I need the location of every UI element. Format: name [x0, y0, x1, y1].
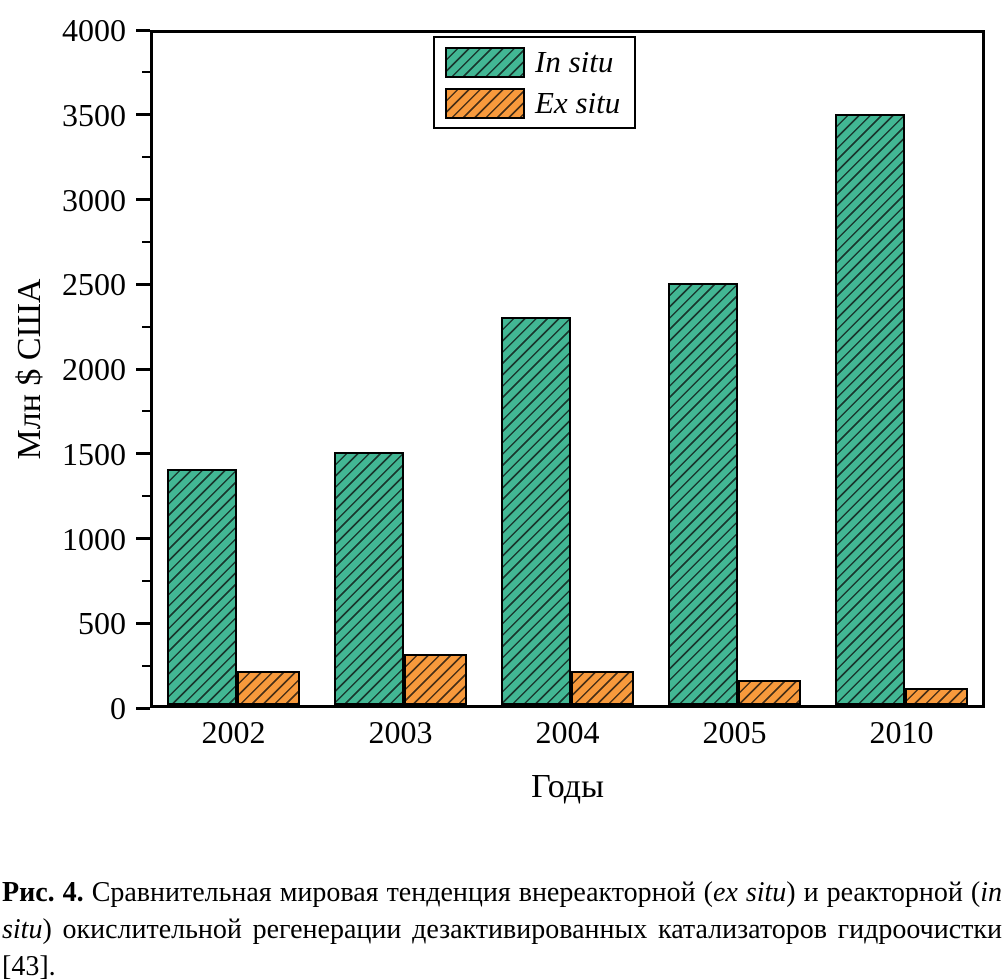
ex-situ-bar [571, 671, 634, 705]
y-tick-mark [136, 621, 150, 625]
x-tick-label-2005: 2005 [702, 714, 767, 750]
caption-italic-ex-situ: ex situ [712, 877, 787, 908]
x-tick-label-2004: 2004 [535, 714, 600, 750]
y-tick-label: 0 [110, 690, 126, 726]
y-minor-tick-mark [142, 579, 150, 582]
caption-text-2: ) и реакторной ( [786, 877, 981, 908]
in-situ-bar [835, 114, 905, 705]
y-tick-label: 1000 [62, 520, 126, 557]
y-tick-label: 1500 [62, 435, 126, 472]
y-minor-tick-mark [142, 325, 150, 328]
y-minor-tick-mark [142, 664, 150, 667]
bars-layer [150, 30, 985, 705]
y-minor-tick-mark [142, 495, 150, 498]
y-tick-label: 4000 [62, 12, 126, 48]
bar-group-2004 [501, 30, 634, 705]
y-axis-ticks: 0 500 1000 1500 2000 2500 3000 3500 4000 [0, 12, 150, 726]
legend-label: Ex situ [535, 85, 621, 120]
legend-label: In situ [535, 44, 614, 79]
bar-chart: 0 500 1000 1500 2000 2500 3000 3500 4000 In situ… [0, 12, 985, 805]
legend-swatch [445, 46, 525, 78]
bar-group-2002 [167, 30, 300, 705]
figure-caption: Рис. 4. Сравнительная мировая тенденция … [0, 874, 1004, 979]
in-situ-bar [167, 468, 237, 705]
y-tick-label: 3500 [62, 96, 126, 133]
y-tick-mark [136, 537, 150, 540]
caption-figure-label: Рис. 4. [2, 877, 84, 908]
in-situ-bar [501, 316, 571, 705]
in-situ-bar [668, 283, 738, 705]
y-tick-label: 3000 [62, 181, 126, 218]
y-tick-mark [136, 282, 150, 286]
y-minor-tick-mark [142, 156, 150, 159]
y-tick-label: 2500 [62, 266, 126, 303]
ex-situ-bar [404, 654, 467, 705]
in-situ-bar [334, 451, 404, 705]
x-tick-label-2003: 2003 [368, 714, 433, 750]
legend-item-in-situ: In situ [445, 45, 620, 79]
caption-text-1: Сравнительная мировая тенденция внереакт… [83, 877, 713, 908]
x-tick-label-2010: 2010 [869, 714, 934, 750]
y-tick-mark [136, 452, 150, 456]
ex-situ-bar [237, 671, 300, 705]
x-tick-label-2002: 2002 [201, 714, 266, 750]
x-axis-title: Годы [531, 768, 604, 805]
y-minor-tick-mark [142, 240, 150, 243]
bar-group-2005 [668, 30, 801, 705]
caption-italic-in-situ: in situ [2, 877, 1003, 945]
legend-swatch [445, 87, 525, 119]
y-tick-mark [136, 113, 150, 117]
x-axis-labels: 2002 2003 2004 2005 2010 [150, 714, 985, 751]
y-tick-mark [136, 28, 150, 32]
y-tick-label: 2000 [62, 351, 126, 387]
y-minor-tick-mark [142, 410, 150, 413]
legend: In situ Ex situ [433, 36, 637, 129]
y-tick-mark [136, 198, 150, 201]
legend-item-ex-situ: Ex situ [445, 86, 620, 120]
ex-situ-bar [905, 688, 968, 705]
ex-situ-bar [738, 679, 801, 705]
bar-group-2003 [334, 30, 467, 705]
y-minor-tick-mark [142, 71, 150, 74]
caption-text-3: ) окислительной регенерации де­зактивиро… [2, 914, 1002, 979]
bar-group-2010 [835, 30, 968, 705]
y-tick-label: 500 [78, 605, 126, 642]
y-tick-mark [136, 367, 150, 371]
y-tick-mark [136, 706, 150, 710]
